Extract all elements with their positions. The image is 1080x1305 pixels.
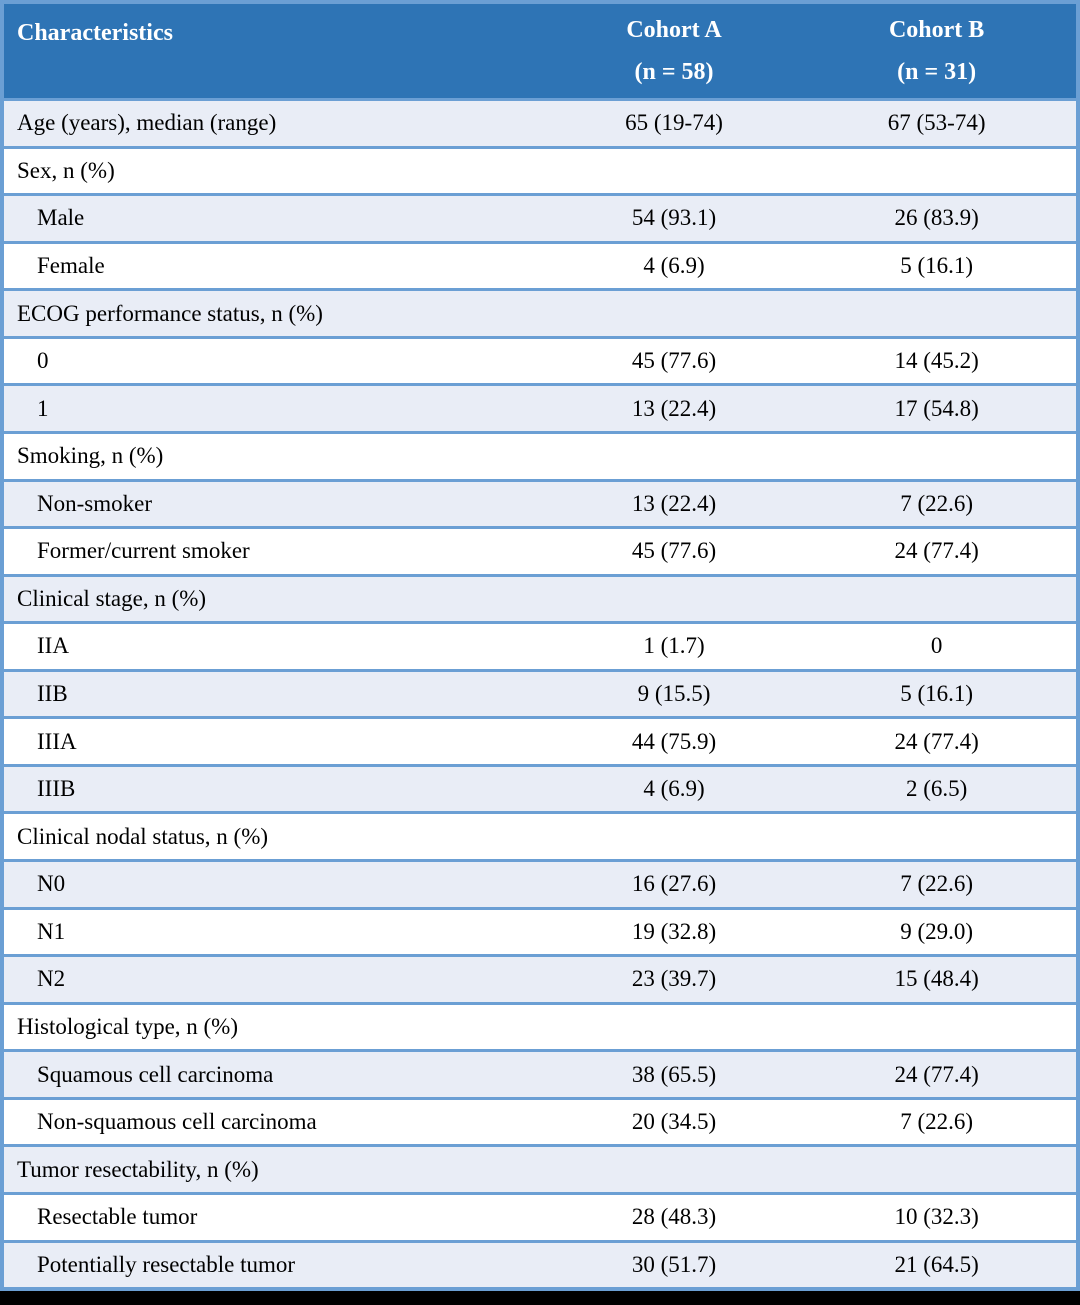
cohort-a-value: 65 (19-74) xyxy=(625,110,723,136)
column-header-cohort-b: Cohort B (n = 31) xyxy=(797,4,1076,98)
table-row: Clinical stage, n (%) xyxy=(4,573,1076,622)
cohort-a-value: 45 (77.6) xyxy=(631,348,717,374)
cohort-a-value: 13 (22.4) xyxy=(631,490,717,516)
cohort-b-value: 17 (54.8) xyxy=(894,395,979,421)
row-label: Potentially resectable tumor xyxy=(37,1251,296,1277)
cohort-a-value: 4 (6.9) xyxy=(643,252,705,278)
cohort-b-value: 26 (83.9) xyxy=(894,205,979,231)
table-row: IIIB 4 (6.9) 2 (6.5) xyxy=(4,763,1076,812)
cohort-b-value: 15 (48.4) xyxy=(894,966,979,992)
cohort-b-title: Cohort B xyxy=(888,16,985,43)
cohort-a-n: (n = 58) xyxy=(634,58,714,85)
cohort-a-value: 54 (93.1) xyxy=(631,205,717,231)
cohort-a-value: 30 (51.7) xyxy=(631,1251,717,1277)
cohort-a-value: 20 (34.5) xyxy=(631,1109,717,1135)
cohort-a-value: 38 (65.5) xyxy=(631,1061,717,1087)
cohort-a-title: Cohort A xyxy=(626,16,722,43)
table-row: IIIA 44 (75.9) 24 (77.4) xyxy=(4,716,1076,764)
row-label: 1 xyxy=(37,395,49,421)
cohort-b-value: 7 (22.6) xyxy=(900,871,974,897)
table-row: Non-smoker 13 (22.4) 7 (22.6) xyxy=(4,478,1076,527)
table-row: N1 19 (32.8) 9 (29.0) xyxy=(4,906,1076,955)
table-row: Age (years), median (range) 65 (19-74) 67 … xyxy=(4,98,1076,146)
row-label: Female xyxy=(37,252,105,278)
table-row: Clinical nodal status, n (%) xyxy=(4,811,1076,859)
row-label: IIIA xyxy=(37,728,77,754)
cohort-b-value: 24 (77.4) xyxy=(894,1061,979,1087)
table-row: 1 13 (22.4) 17 (54.8) xyxy=(4,383,1076,431)
row-label: N1 xyxy=(37,918,66,944)
bottom-black-bar xyxy=(0,1291,1080,1305)
cohort-b-value: 14 (45.2) xyxy=(894,348,979,374)
cohort-a-value: 28 (48.3) xyxy=(631,1204,717,1230)
table-row: IIB 9 (15.5) 5 (16.1) xyxy=(4,668,1076,717)
row-label: 0 xyxy=(37,348,49,374)
row-label: Histological type, n (%) xyxy=(17,1013,239,1039)
table-row: N0 16 (27.6) 7 (22.6) xyxy=(4,859,1076,907)
row-label: Resectable tumor xyxy=(37,1204,198,1230)
row-label: Clinical nodal status, n (%) xyxy=(17,823,269,849)
row-label: IIIB xyxy=(37,776,76,802)
column-header-characteristics: Characteristics xyxy=(17,20,173,46)
row-label: IIB xyxy=(37,681,68,707)
cohort-b-n: (n = 31) xyxy=(897,58,977,85)
table-row: Resectable tumor 28 (48.3) 10 (32.3) xyxy=(4,1191,1076,1240)
cohort-b-value: 0 xyxy=(930,633,943,659)
cohort-a-value: 13 (22.4) xyxy=(631,395,717,421)
cohort-a-value: 16 (27.6) xyxy=(631,871,717,897)
table-row: Sex, n (%) xyxy=(4,145,1076,194)
row-label: ECOG performance status, n (%) xyxy=(17,300,323,326)
cohort-b-value: 7 (22.6) xyxy=(900,1109,974,1135)
table-row: Potentially resectable tumor 30 (51.7) 21 … xyxy=(4,1239,1076,1288)
row-label: IIA xyxy=(37,633,69,659)
cohort-b-value: 24 (77.4) xyxy=(894,728,979,754)
cohort-b-value: 5 (16.1) xyxy=(900,681,974,707)
cohort-a-value: 19 (32.8) xyxy=(631,918,717,944)
cohort-b-value: 5 (16.1) xyxy=(900,252,974,278)
row-label: N2 xyxy=(37,966,66,992)
cohort-b-value: 9 (29.0) xyxy=(900,918,974,944)
cohort-a-value: 44 (75.9) xyxy=(631,728,717,754)
cohort-b-value: 67 (53-74) xyxy=(887,110,986,136)
table-header-row: Characteristics Cohort A (n = 58) Cohort… xyxy=(4,4,1076,98)
table-row: Non-squamous cell carcinoma 20 (34.5) 7 (2… xyxy=(4,1096,1076,1145)
row-label: Non-smoker xyxy=(37,490,152,516)
cohort-a-value: 23 (39.7) xyxy=(631,966,717,992)
cohort-b-value: 21 (64.5) xyxy=(894,1251,979,1277)
table-row: 0 45 (77.6) 14 (45.2) xyxy=(4,335,1076,384)
table-row: Female 4 (6.9) 5 (16.1) xyxy=(4,240,1076,289)
cohort-a-value: 45 (77.6) xyxy=(631,538,717,564)
row-label: Smoking, n (%) xyxy=(17,443,164,469)
table-row: ECOG performance status, n (%) xyxy=(4,288,1076,336)
row-label: Squamous cell carcinoma xyxy=(37,1061,274,1087)
table-row: IIA 1 (1.7) 0 xyxy=(4,621,1076,669)
row-label: Clinical stage, n (%) xyxy=(17,585,207,611)
cohort-b-value: 24 (77.4) xyxy=(894,538,979,564)
table-row: N2 23 (39.7) 15 (48.4) xyxy=(4,954,1076,1002)
column-header-cohort-a: Cohort A (n = 58) xyxy=(551,4,798,98)
row-label: Age (years), median (range) xyxy=(17,110,277,136)
table-row: Squamous cell carcinoma 38 (65.5) 24 (77.4… xyxy=(4,1049,1076,1097)
table-row: Histological type, n (%) xyxy=(4,1001,1076,1050)
table-row: Male 54 (93.1) 26 (83.9) xyxy=(4,193,1076,241)
table-row: Former/current smoker 45 (77.6) 24 (77.4) xyxy=(4,526,1076,574)
cohort-a-value: 9 (15.5) xyxy=(637,681,711,707)
row-label: Sex, n (%) xyxy=(17,157,115,183)
cohort-b-value: 2 (6.5) xyxy=(905,776,968,802)
row-label: Male xyxy=(37,205,85,231)
cohort-a-value: 1 (1.7) xyxy=(643,633,705,659)
table-row: Tumor resectability, n (%) xyxy=(4,1144,1076,1192)
cohort-b-value: 7 (22.6) xyxy=(900,490,974,516)
table-row: Smoking, n (%) xyxy=(4,430,1076,479)
cohort-b-value: 10 (32.3) xyxy=(894,1204,979,1230)
row-label: Non-squamous cell carcinoma xyxy=(37,1109,317,1135)
row-label: N0 xyxy=(37,871,66,897)
row-label: Former/current smoker xyxy=(37,538,250,564)
row-label: Tumor resectability, n (%) xyxy=(17,1156,259,1182)
cohort-a-value: 4 (6.9) xyxy=(643,776,705,802)
